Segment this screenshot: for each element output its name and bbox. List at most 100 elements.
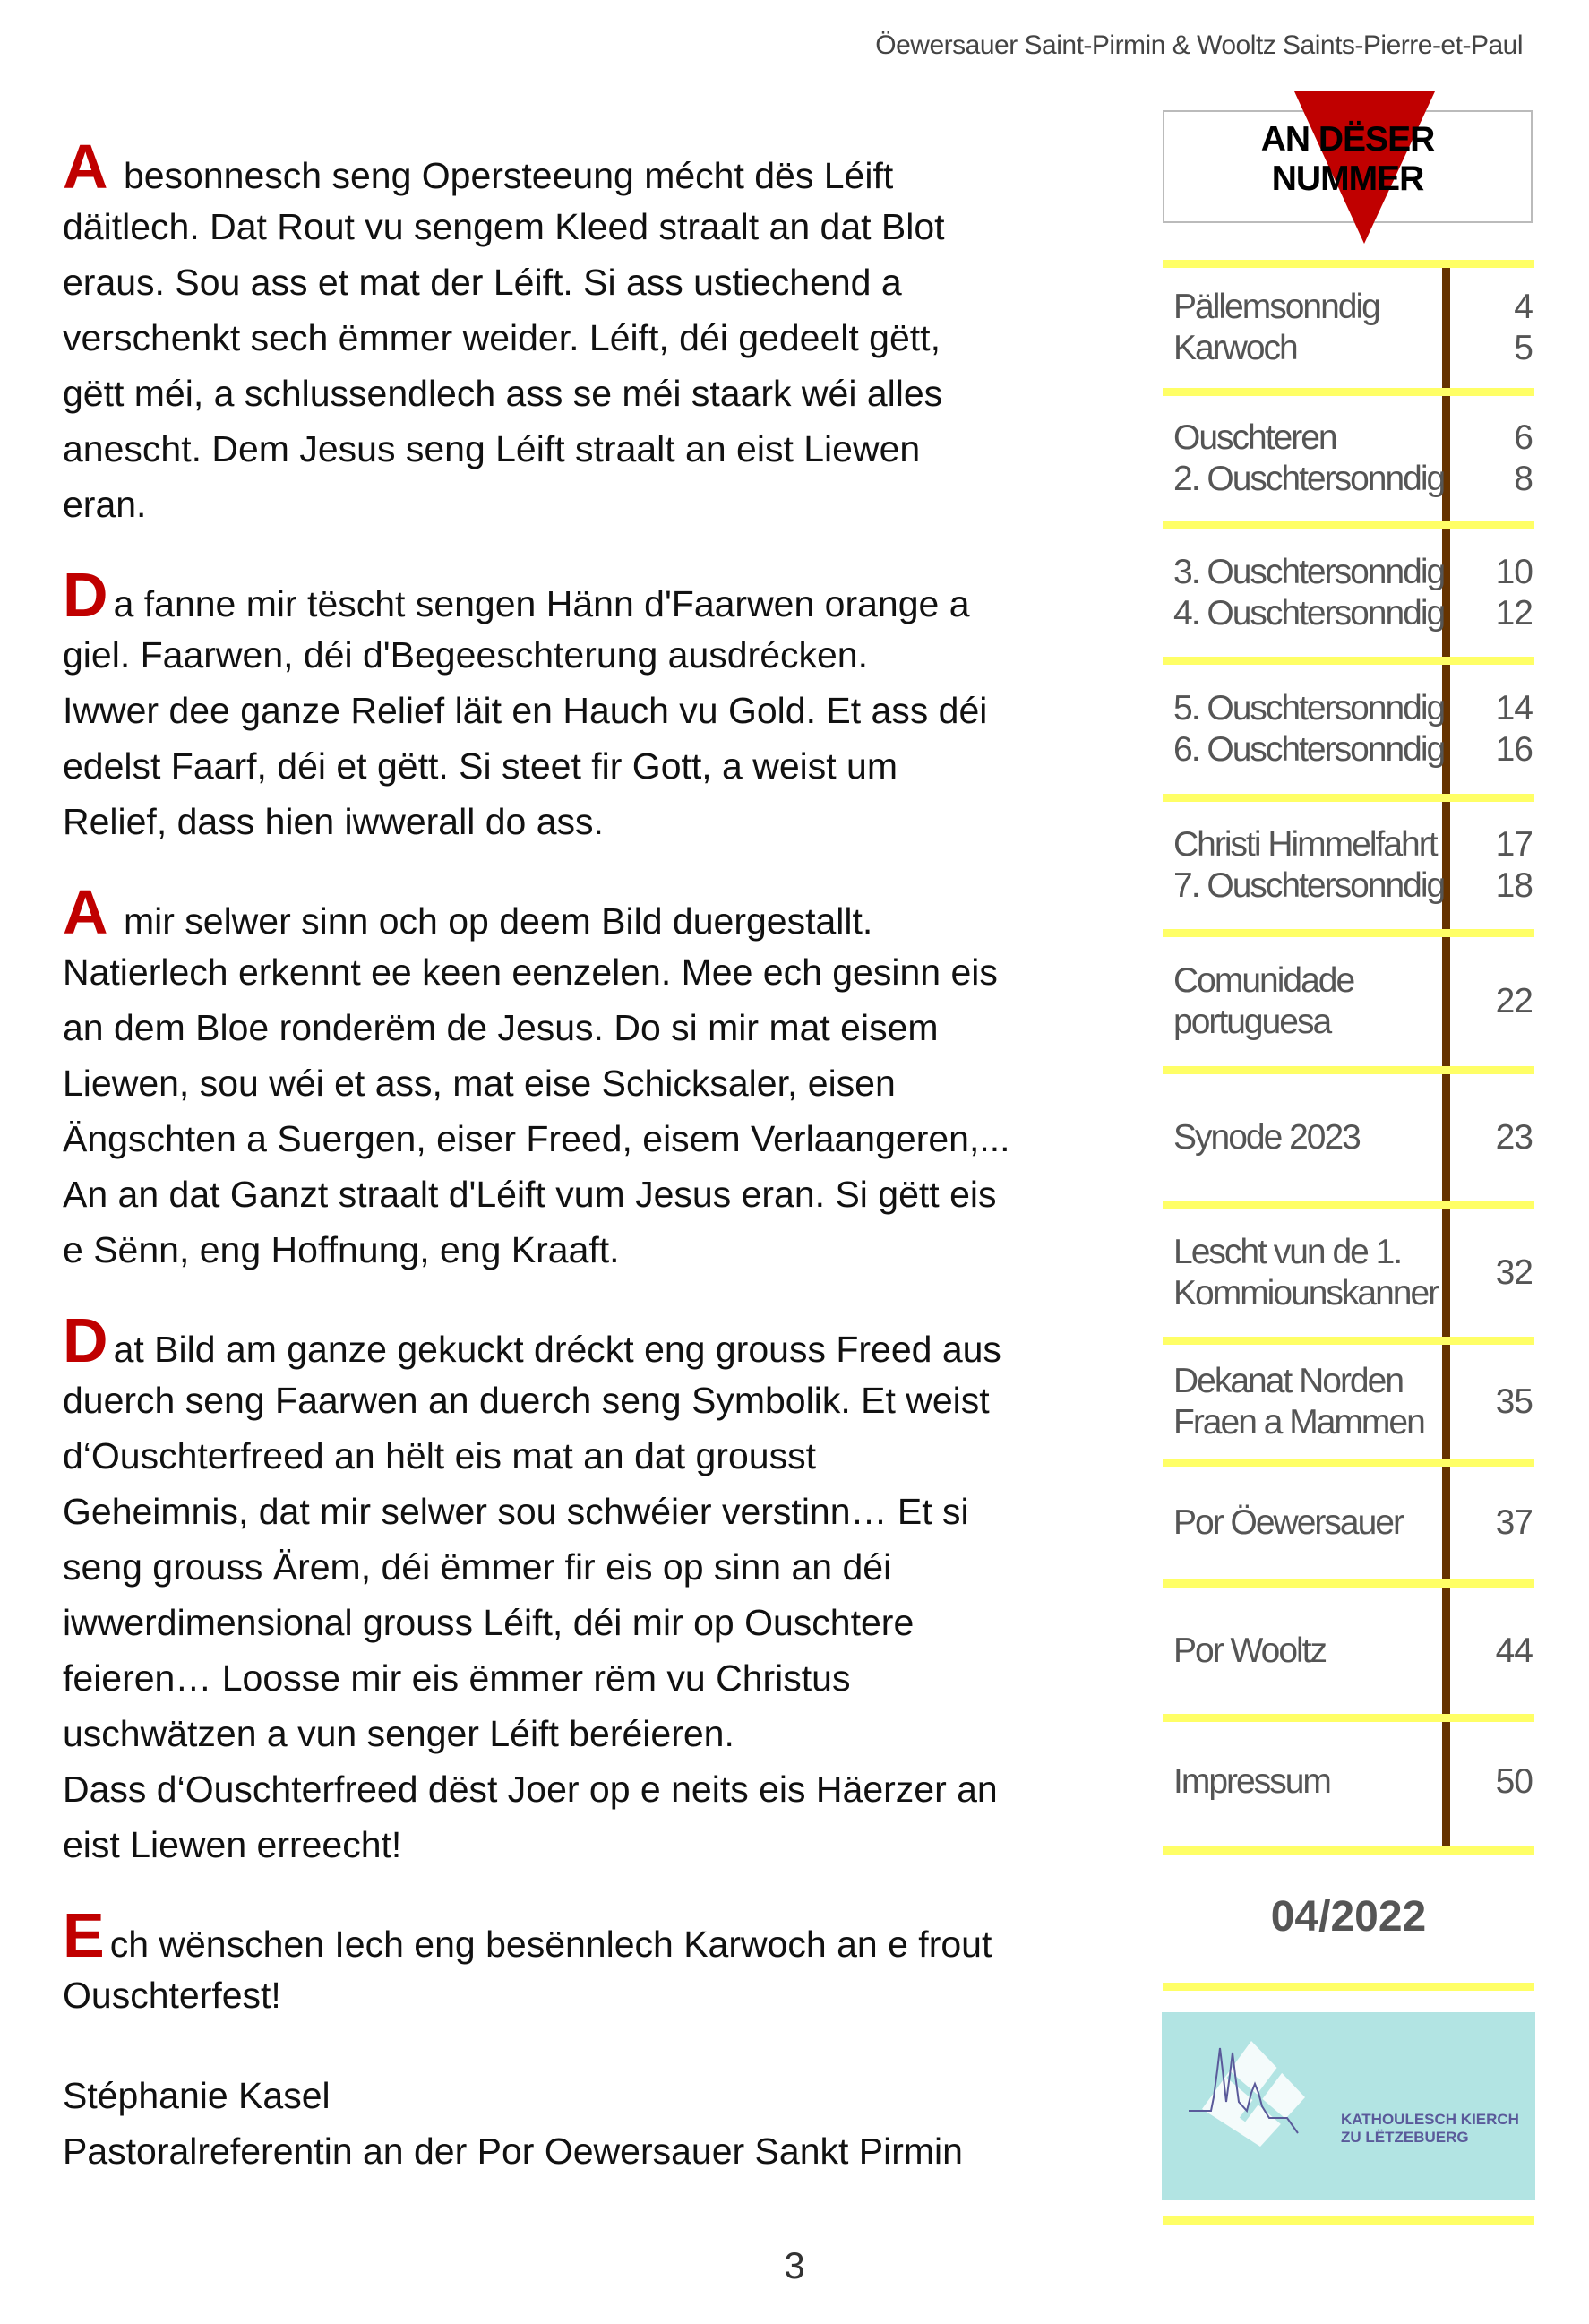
text-line: Ouschterfest! [63,1967,1138,2023]
initial-letter: D [63,560,108,630]
toc-label: Synode 2023 [1173,1118,1361,1157]
text-line: uschwätzen a vun senger Léift beréieren. [63,1706,1138,1761]
line-text: eran. [63,484,147,525]
toc-label: 4. Ouschtersonndig [1173,594,1446,633]
toc-entry: Christi Himmelfahrt 7. Ouschtersonndig 17 1… [1163,794,1534,929]
text-line: eist Liewen erreecht! [63,1817,1138,1872]
yellow-divider [1163,2216,1534,2225]
line-text: an dem Bloe ronderëm de Jesus. Do si mir… [63,1007,939,1048]
paragraph: A mir selwer sinn och op deem Bild duerg… [63,880,1138,1278]
text-line: Liewen, sou wéi et ass, mat eise Schicks… [63,1055,1138,1111]
toc-entry: Impressum 50 [1163,1714,1534,1841]
toc-page: 5 [1514,329,1533,367]
text-line: A mir selwer sinn och op deem Bild duerg… [63,880,1138,944]
initial-letter: E [63,1900,105,1970]
toc-entry: Synode 2023 23 [1163,1066,1534,1201]
toc-labels: Ouschteren 2. Ouschtersonndig [1163,417,1451,500]
logo-text-line: KATHOULESCH KIERCH [1341,2111,1519,2128]
table-of-contents: Pällemsonndig Karwoch 4 5 Ouschteren 2. Ousch… [1163,260,1534,1841]
toc-label: Dekanat Norden [1173,1361,1404,1400]
toc-entry: 5. Ouschtersonndig 6. Ouschtersonndig 14 16 [1163,657,1534,794]
toc-pages: 44 [1451,1631,1534,1672]
text-line: duerch seng Faarwen an duerch seng Symbo… [63,1373,1138,1428]
line-text: at Bild am ganze gekuckt dréckt eng grou… [113,1329,1001,1370]
article-body: A besonnesch seng Opersteeung mécht dës … [63,134,1138,2179]
page-number: 3 [784,2244,805,2286]
toc-entry: Por Öewersauer 37 [1163,1459,1534,1579]
yellow-divider [1163,1846,1534,1855]
text-line: giel. Faarwen, déi d'Begeeschterung ausd… [63,627,1138,683]
signature-name: Stéphanie Kasel [63,2075,331,2116]
toc-pages: 17 18 [1451,824,1534,907]
line-text: Ouschterfest! [63,1975,281,2016]
line-text: Liewen, sou wéi et ass, mat eise Schicks… [63,1063,896,1104]
toc-entry: Pällemsonndig Karwoch 4 5 [1163,260,1534,388]
toc-label: Pällemsonndig [1173,288,1381,326]
toc-label: Por Wooltz [1173,1631,1327,1670]
toc-page: 32 [1495,1253,1533,1292]
running-header: Öewersauer Saint-Pirmin & Wooltz Saints-… [875,30,1523,60]
toc-page: 37 [1495,1503,1533,1542]
toc-pages: 22 [1451,981,1534,1022]
text-line: A besonnesch seng Opersteeung mécht dës … [63,134,1138,199]
toc-labels: Por Wooltz [1163,1631,1451,1672]
text-line: däitlech. Dat Rout vu sengem Kleed straa… [63,199,1138,254]
church-logo-icon [1189,2041,1305,2147]
line-text: edelst Faarf, déi et gëtt. Si steet fir … [63,745,898,787]
line-text: ch wënschen Iech eng besënnlech Karwoch … [109,1924,992,1965]
text-line: seng grouss Ärem, déi ëmmer fir eis op s… [63,1539,1138,1595]
yellow-divider [1163,1983,1534,1991]
toc-page: 6 [1514,418,1533,457]
issue-date: 04/2022 [1270,1893,1427,1941]
toc-page: 4 [1514,288,1533,326]
toc-entry: Dekanat Norden Fraen a Mammen 35 [1163,1337,1534,1459]
toc-labels: Impressum [1163,1761,1451,1803]
toc-page: 10 [1495,553,1533,591]
toc-label: Ouschteren [1173,418,1338,457]
line-text: Ängschten a Suergen, eiser Freed, eisem … [63,1118,1010,1159]
line-text: a fanne mir tëscht sengen Hänn d'Faarwen… [113,583,970,624]
toc-labels: Por Öewersauer [1163,1502,1451,1544]
logo-text-line: ZU LËTZEBUERG [1341,2129,1469,2146]
toc-pages: 14 16 [1451,688,1534,770]
toc-page: 50 [1495,1761,1533,1801]
text-line: edelst Faarf, déi et gëtt. Si steet fir … [63,738,1138,794]
toc-labels: 5. Ouschtersonndig 6. Ouschtersonndig [1163,688,1451,770]
toc-pages: 10 12 [1451,552,1534,634]
toc-label: portuguesa [1173,1003,1332,1041]
toc-label: Impressum [1173,1761,1332,1801]
line-text: d‘Ouschterfreed an hëlt eis mat an dat g… [63,1435,816,1476]
toc-pages: 35 [1451,1381,1534,1423]
toc-page: 44 [1495,1631,1533,1670]
text-line: An an dat Ganzt straalt d'Léift vum Jesu… [63,1166,1138,1222]
text-line: an dem Bloe ronderëm de Jesus. Do si mir… [63,1000,1138,1055]
toc-labels: Lescht vun de 1. Kommiounskanner [1163,1232,1451,1314]
line-text: feieren… Loosse mir eis ëmmer rëm vu Chr… [63,1657,851,1699]
line-text: uschwätzen a vun senger Léift beréieren. [63,1713,734,1754]
logo-text: KATHOULESCH KIERCH ZU LËTZEBUERG [1341,2111,1519,2147]
initial-letter: A [63,132,108,202]
line-text: duerch seng Faarwen an duerch seng Symbo… [63,1380,990,1421]
toc-page: 16 [1495,730,1533,769]
triangle-marker-icon [1294,91,1435,244]
toc-labels: Dekanat Norden Fraen a Mammen [1163,1361,1451,1443]
toc-label: Fraen a Mammen [1173,1402,1426,1442]
line-text: gëtt méi, a schlussendlech ass se méi st… [63,373,943,414]
line-text: giel. Faarwen, déi d'Begeeschterung ausd… [63,634,868,676]
toc-label: 5. Ouschtersonndig [1173,689,1446,727]
signature-role: Pastoralreferentin an der Por Oewersauer… [63,2130,963,2172]
line-text: An an dat Ganzt straalt d'Léift vum Jesu… [63,1174,997,1215]
text-line: feieren… Loosse mir eis ëmmer rëm vu Chr… [63,1650,1138,1706]
toc-page: 18 [1495,866,1533,905]
line-text: Geheimnis, dat mir selwer sou schwéier v… [63,1491,969,1532]
initial-letter: A [63,877,108,947]
line-text: eraus. Sou ass et mat der Léift. Si ass … [63,262,902,303]
line-text: Iwwer dee ganze Relief läit en Hauch vu … [63,690,988,731]
toc-page: 12 [1495,594,1533,633]
